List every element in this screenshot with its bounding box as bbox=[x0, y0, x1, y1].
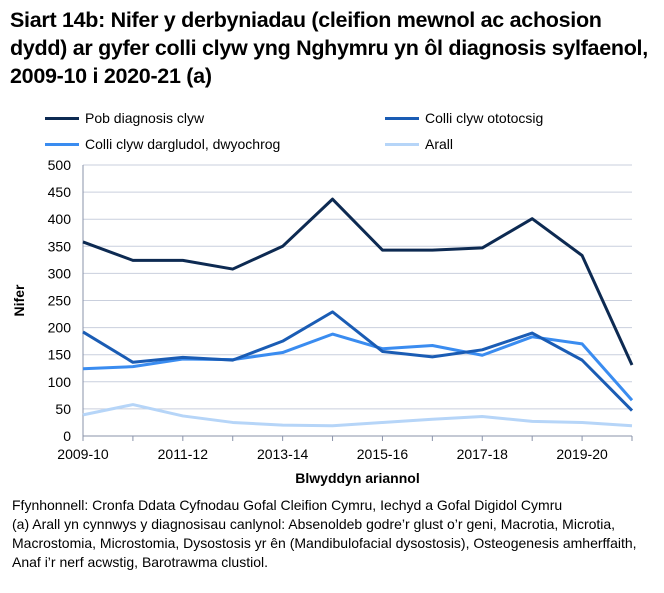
source-note: Ffynhonnell: Cronfa Ddata Cyfnodau Gofal… bbox=[12, 497, 563, 513]
x-tick-label: 2013-14 bbox=[257, 446, 309, 462]
y-tick-label: 250 bbox=[48, 293, 72, 309]
legend-label: Pob diagnosis clyw bbox=[85, 110, 205, 126]
y-tick-label: 0 bbox=[63, 428, 71, 444]
legend-label: Colli clyw ototocsig bbox=[425, 110, 544, 126]
legend-swatch bbox=[385, 142, 419, 146]
footnotes: Ffynhonnell: Cronfa Ddata Cyfnodau Gofal… bbox=[12, 496, 662, 572]
y-tick-label: 200 bbox=[48, 320, 72, 336]
series-line bbox=[82, 197, 634, 366]
y-axis-title: Nifer bbox=[11, 284, 27, 316]
y-tick-label: 450 bbox=[48, 184, 72, 200]
legend-item: Colli clyw ototocsig bbox=[385, 110, 543, 126]
y-tick-label: 150 bbox=[48, 347, 72, 363]
x-axis-title: Blwyddyn ariannol bbox=[295, 470, 419, 486]
chart-title: Siart 14b: Nifer y derbyniadau (cleifion… bbox=[10, 8, 648, 88]
legend-swatch bbox=[45, 116, 79, 120]
legend-swatch bbox=[385, 116, 419, 120]
x-tick-label: 2009-10 bbox=[57, 446, 109, 462]
legend-swatch bbox=[45, 142, 79, 146]
y-tick-label: 100 bbox=[48, 374, 72, 390]
y-tick-label: 400 bbox=[48, 211, 72, 227]
series-line bbox=[82, 403, 633, 428]
y-tick-label: 300 bbox=[48, 265, 72, 281]
x-tick-label: 2019-20 bbox=[556, 446, 608, 462]
line-chart: 0 50 100 150 200 250 300 350 400 450 500 2009-10 201… bbox=[11, 157, 634, 486]
x-tick-label: 2015-16 bbox=[357, 446, 409, 462]
y-tick-label: 50 bbox=[55, 401, 71, 417]
x-tick-label: 2017-18 bbox=[457, 446, 509, 462]
legend-label: Colli clyw dargludol, dwyochrog bbox=[85, 136, 281, 152]
legend-item: Colli clyw dargludol, dwyochrog bbox=[45, 136, 280, 152]
legend-item: Arall bbox=[385, 136, 453, 152]
y-tick-label: 350 bbox=[48, 238, 72, 254]
footnote-a: (a) Arall yn cynnwys y diagnosisau canly… bbox=[12, 516, 637, 570]
legend-label: Arall bbox=[425, 136, 454, 152]
series-line bbox=[82, 310, 634, 412]
legend-item: Pob diagnosis clyw bbox=[45, 110, 204, 126]
y-tick-label: 500 bbox=[48, 157, 72, 173]
x-tick-label: 2011-12 bbox=[158, 446, 209, 462]
